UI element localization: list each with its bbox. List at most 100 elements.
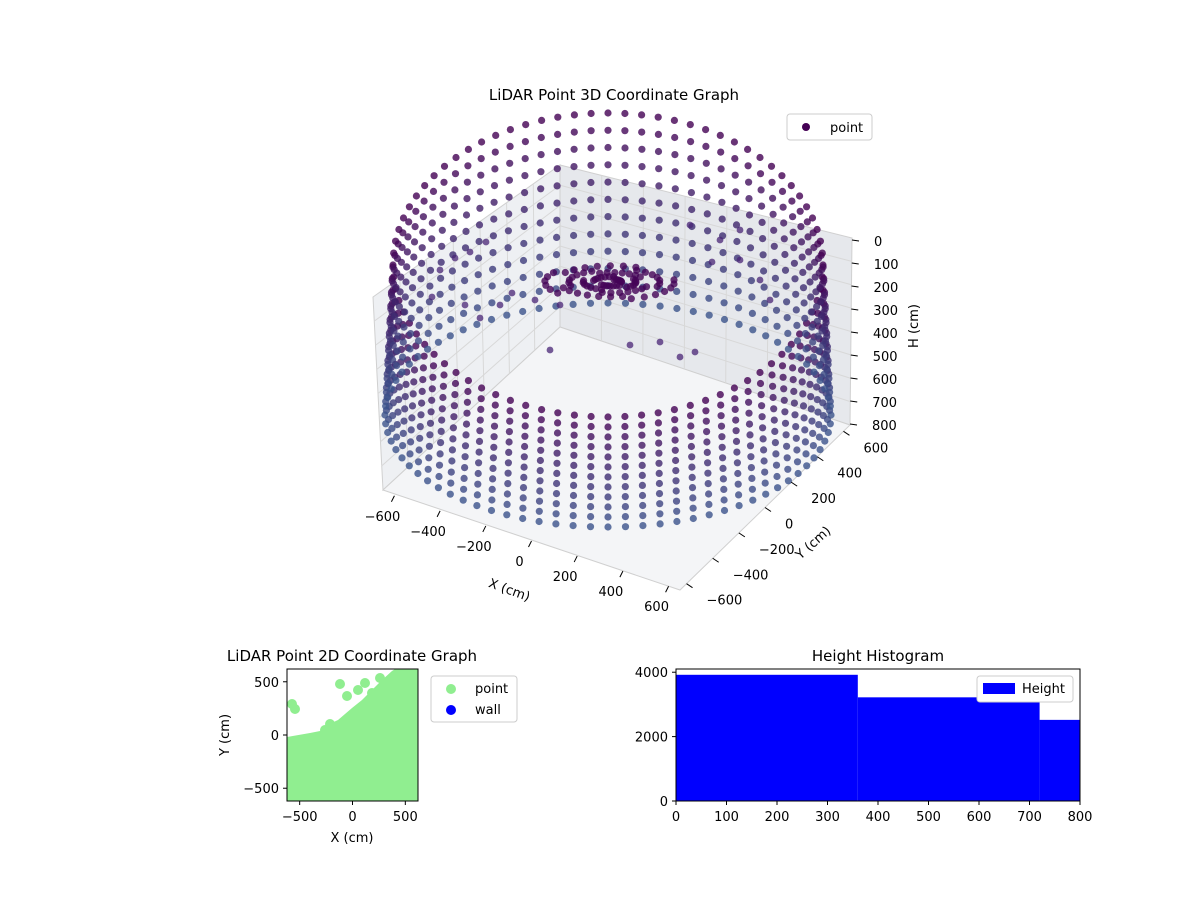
cloud-point xyxy=(554,113,562,121)
y-tick-label-2d: 0 xyxy=(271,729,279,744)
cloud-point xyxy=(407,314,415,322)
cloud-point xyxy=(734,469,742,478)
grid-line-3d xyxy=(559,306,851,403)
cloud-point xyxy=(448,446,456,454)
cloud-point xyxy=(389,356,397,364)
cloud-point xyxy=(554,409,562,417)
cloud-point xyxy=(789,364,797,372)
cloud-point xyxy=(583,291,592,299)
cloud-point xyxy=(688,205,696,214)
cloud-point xyxy=(749,496,757,504)
cloud-point xyxy=(705,277,713,286)
cloud-point xyxy=(537,436,545,444)
cloud-point xyxy=(604,503,612,511)
cloud-point xyxy=(489,232,497,240)
cloud-point xyxy=(426,282,434,290)
cloud-point xyxy=(434,338,442,346)
histogram-x-tick-label: 700 xyxy=(1017,810,1042,825)
cloud-point xyxy=(536,219,544,227)
cloud-point xyxy=(783,454,791,462)
legend-3d: point xyxy=(786,113,873,141)
cloud-point xyxy=(426,431,434,439)
cloud-point xyxy=(506,159,514,167)
cloud-point xyxy=(474,287,482,295)
cloud-point xyxy=(521,442,529,451)
cloud-point xyxy=(451,379,460,388)
cloud-point xyxy=(428,396,436,404)
cloud-point xyxy=(490,443,498,451)
cloud-point xyxy=(782,282,790,290)
cloud-point xyxy=(561,268,569,277)
cloud-point xyxy=(621,299,630,307)
scatter-2d xyxy=(287,669,418,801)
cloud-point xyxy=(672,456,680,465)
x-tick-3d xyxy=(390,495,395,502)
cloud-point xyxy=(395,317,403,325)
cloud-point xyxy=(688,453,696,461)
cloud-point xyxy=(688,239,696,248)
cloud-point xyxy=(825,374,833,382)
cloud-point xyxy=(428,293,436,301)
cloud-point xyxy=(473,491,481,499)
cloud-point xyxy=(387,385,395,393)
cloud-point xyxy=(535,304,543,313)
cloud-point xyxy=(570,461,578,469)
cloud-point xyxy=(426,266,435,274)
cloud-point xyxy=(654,409,662,417)
cloud-point xyxy=(448,283,456,291)
cloud-point xyxy=(435,322,443,330)
histogram-bar xyxy=(1039,719,1080,801)
cloud-point xyxy=(691,348,699,356)
cloud-point xyxy=(672,487,680,495)
cloud-point xyxy=(768,371,776,379)
legend-2d-wall-marker xyxy=(446,705,456,715)
cloud-point xyxy=(476,204,484,212)
cloud-point xyxy=(407,330,415,338)
cloud-point xyxy=(797,223,805,231)
cloud-point xyxy=(586,523,595,531)
histogram-x-tick-label: 300 xyxy=(815,810,840,825)
cloud-point xyxy=(506,142,514,150)
cloud-point xyxy=(476,314,484,322)
cloud-point xyxy=(450,402,458,410)
cloud-point xyxy=(627,295,635,303)
cloud-point xyxy=(656,520,664,528)
cloud-point xyxy=(553,165,561,173)
z-tick-label-3d: 500 xyxy=(873,350,898,365)
cloud-point xyxy=(748,485,757,493)
cloud-point xyxy=(520,205,528,214)
cloud-point xyxy=(398,454,406,462)
cloud-point xyxy=(792,306,800,314)
cloud-point xyxy=(806,278,814,286)
y-axis-2d-label: Y (cm) xyxy=(218,714,233,757)
cloud-point xyxy=(437,258,445,266)
cloud-point xyxy=(393,421,401,429)
cloud-point xyxy=(799,268,807,276)
cloud-point xyxy=(439,194,447,202)
cloud-point xyxy=(806,380,814,388)
cloud-point xyxy=(604,161,612,169)
cloud-point xyxy=(746,431,754,439)
cloud-point xyxy=(625,270,633,278)
cloud-point xyxy=(407,438,415,446)
cloud-point xyxy=(802,450,810,458)
histogram-x-tick-label: 400 xyxy=(866,810,891,825)
cloud-point xyxy=(790,259,799,267)
cloud-point xyxy=(504,261,512,269)
y-tick-label-3d: 200 xyxy=(811,492,836,507)
cloud-point xyxy=(437,274,445,282)
cloud-point xyxy=(760,446,768,454)
cloud-point xyxy=(702,407,710,415)
cloud-point xyxy=(570,214,578,222)
cloud-point xyxy=(520,463,528,471)
cloud-point xyxy=(434,484,442,492)
cloud-point xyxy=(638,214,646,222)
cloud-point xyxy=(503,500,511,508)
legend-histogram: Height xyxy=(976,675,1074,703)
cloud-point xyxy=(463,195,471,203)
cloud-point xyxy=(720,299,728,307)
cloud-point xyxy=(687,432,695,440)
cloud-point xyxy=(607,293,615,301)
histogram-title: Height Histogram xyxy=(812,647,944,665)
cloud-point xyxy=(491,165,499,173)
